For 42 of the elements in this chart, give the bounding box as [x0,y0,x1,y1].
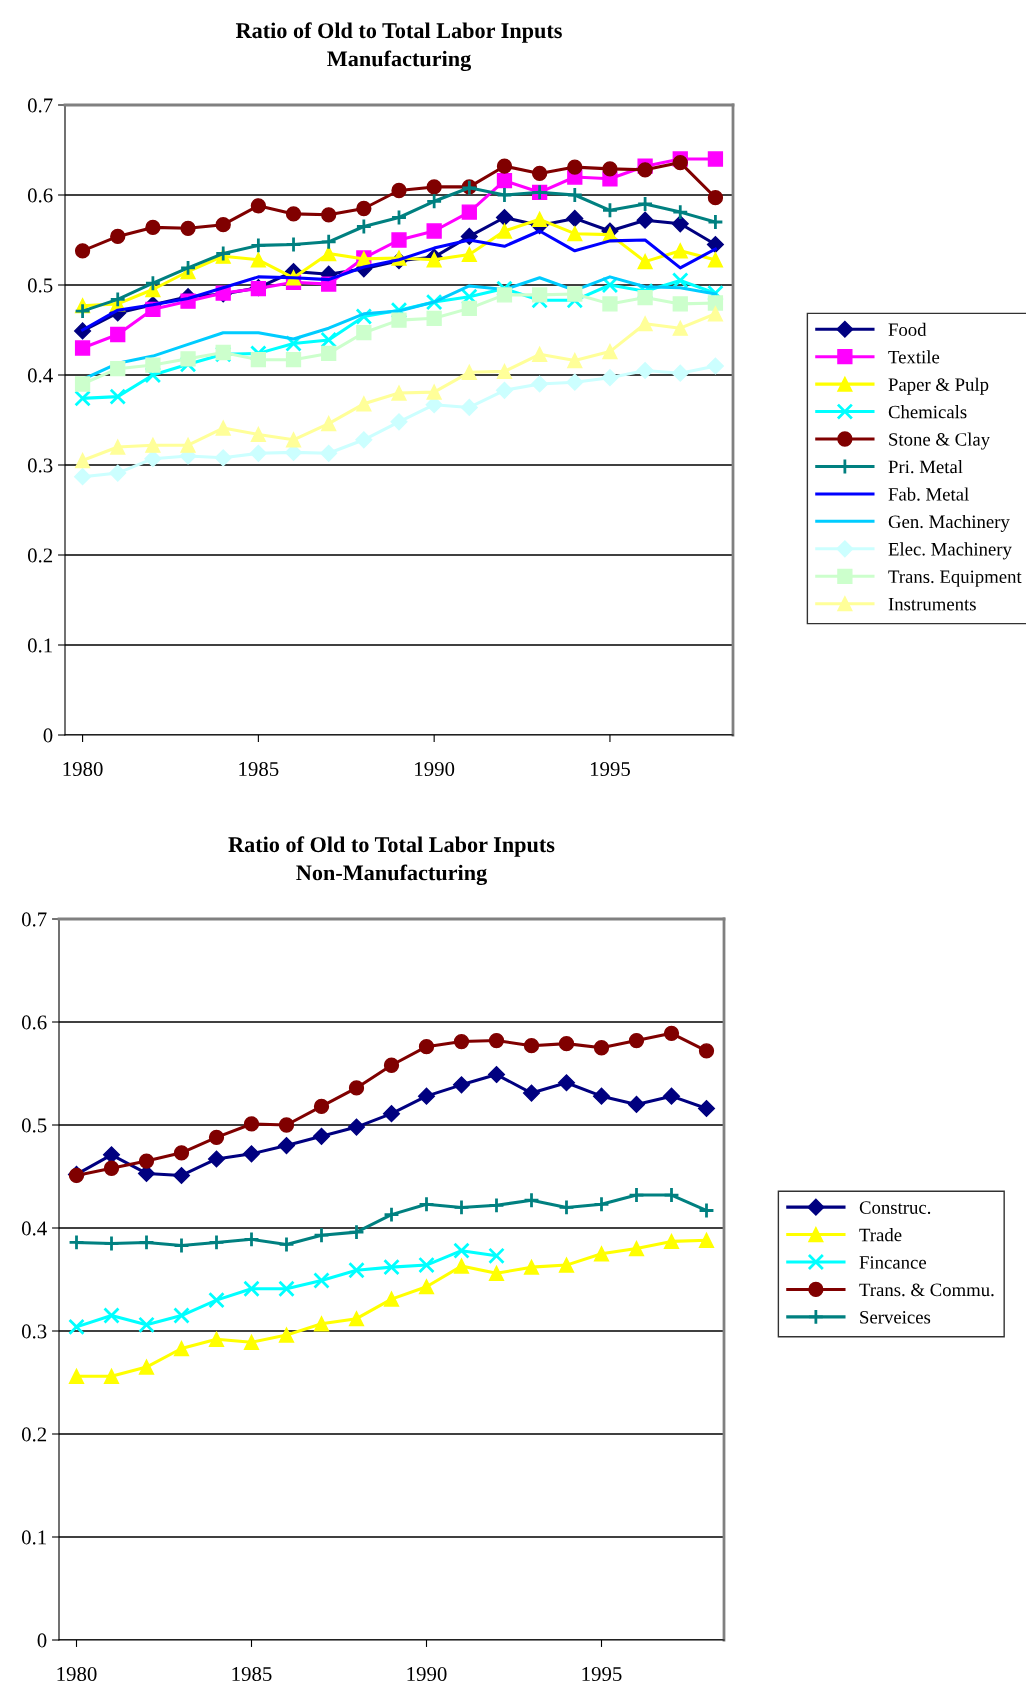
x-tick-label: 1980 [63,761,103,777]
y-tick-label: 0.2 [21,1427,47,1442]
y-tick-label: 0.1 [21,1530,46,1545]
y-tick-label: 0.6 [21,1015,47,1030]
legend-label: Pri. Metal [888,460,963,474]
y-tick-label: 0.4 [27,368,53,383]
y-tick-label: 0.2 [27,548,53,563]
y-tick-label: 0 [43,728,53,743]
chart-title: Ratio of Old to Total Labor Inputs Manufacturing [235,22,562,72]
x-tick-label: 1995 [590,762,630,777]
y-tick-label: 0.7 [21,912,47,927]
legend-label: Gen. Machinery [888,514,1010,532]
y-tick-label: 0.5 [27,278,53,293]
legend-label: Chemicals [888,405,967,419]
y-tick-label: 0.6 [27,188,53,203]
y-tick-label: 0.7 [27,98,53,113]
y-tick-label: 0.5 [21,1118,47,1133]
y-tick-label: 0 [37,1633,47,1648]
legend-label: Fab. Metal [888,487,969,501]
x-tick-label: 1985 [232,1666,272,1682]
chart-title: Ratio of Old to Total Labor Inputs Non-Manufacturing [228,836,555,886]
y-tick-label: 0.1 [27,638,52,653]
legend-label: Construc. [859,1201,931,1214]
y-tick-label: 0.4 [21,1221,47,1236]
legend-label: Trade [859,1228,902,1242]
x-tick-label: 1995 [582,1667,622,1682]
legend-label: Stone & Clay [889,432,991,450]
legend-label: Food [888,322,927,337]
legend-label: Elec. Machinery [888,542,1012,560]
x-tick-label: 1980 [57,1666,97,1682]
legend-label: Serveices [860,1311,931,1324]
legend-label: Trans. & Commu. [859,1283,994,1297]
legend-label: Paper & Pulp [888,377,989,395]
x-tick-label: 1990 [407,1666,447,1682]
legend-label: Instruments [888,598,976,611]
legend-label: Fincance [859,1256,927,1269]
legend-label: Textile [888,350,940,364]
legend-label: Trans. Equipment [888,570,1022,587]
x-tick-label: 1985 [239,761,279,777]
y-tick-label: 0.3 [21,1324,47,1339]
y-tick-label: 0.3 [27,458,53,473]
x-tick-label: 1990 [415,761,455,777]
